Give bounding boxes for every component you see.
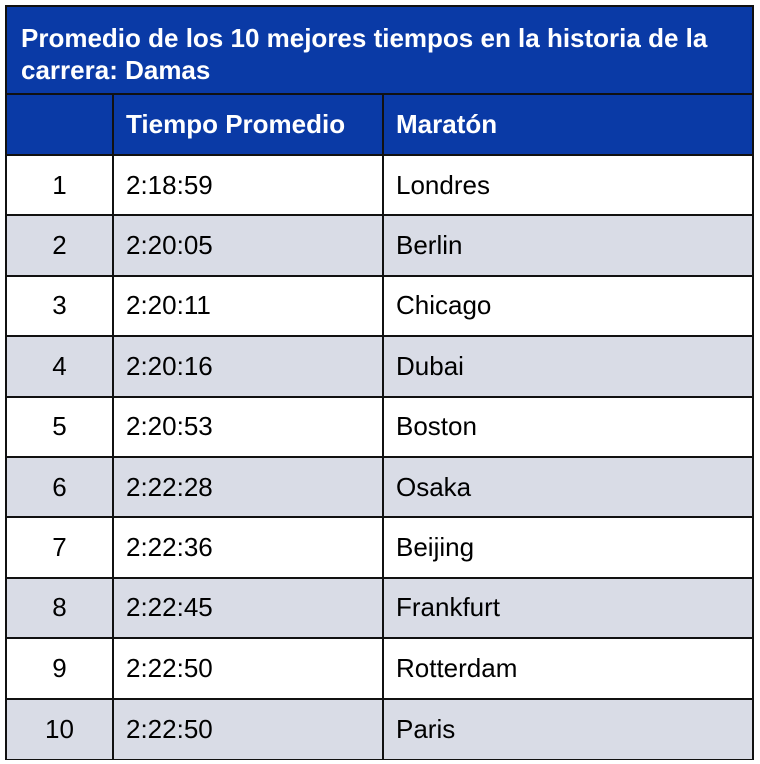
time-cell: 2:22:45 (113, 577, 384, 640)
time-cell: 2:20:16 (113, 336, 384, 398)
time-cell: 2:20:53 (113, 396, 384, 458)
table-row: 5 2:20:53 Boston (7, 396, 752, 458)
results-table: Tiempo Promedio Maratón 1 2:18:59 Londre… (7, 95, 752, 759)
table-row: 4 2:20:16 Dubai (7, 336, 752, 398)
table-row: 9 2:22:50 Rotterdam (7, 638, 752, 700)
time-cell: 2:22:50 (113, 698, 384, 759)
marathon-cell: Paris (383, 698, 752, 759)
header-marathon: Maratón (383, 95, 752, 156)
rank-cell: 8 (7, 577, 114, 640)
rank-cell: 2 (7, 215, 114, 277)
rank-cell: 7 (7, 517, 114, 579)
table-row: 8 2:22:45 Frankfurt (7, 577, 752, 640)
table-row: 3 2:20:11 Chicago (7, 275, 752, 338)
time-cell: 2:20:05 (113, 215, 384, 277)
marathon-cell: Dubai (383, 336, 752, 398)
marathon-cell: Londres (383, 155, 752, 217)
header-rank (7, 95, 114, 156)
header-time: Tiempo Promedio (113, 95, 384, 156)
table-row: 1 2:18:59 Londres (7, 155, 752, 217)
rank-cell: 9 (7, 638, 114, 700)
rank-cell: 6 (7, 456, 114, 519)
table-row: 2 2:20:05 Berlin (7, 215, 752, 277)
table-row: 6 2:22:28 Osaka (7, 456, 752, 519)
marathon-cell: Osaka (383, 456, 752, 519)
rank-cell: 1 (7, 155, 114, 217)
table-row: 10 2:22:50 Paris (7, 698, 752, 759)
rank-cell: 3 (7, 275, 114, 338)
rank-cell: 4 (7, 336, 114, 398)
marathon-cell: Berlin (383, 215, 752, 277)
marathon-cell: Beijing (383, 517, 752, 579)
time-cell: 2:22:28 (113, 456, 384, 519)
results-table-container: Promedio de los 10 mejores tiempos en la… (5, 5, 754, 760)
time-cell: 2:20:11 (113, 275, 384, 338)
rank-cell: 10 (7, 698, 114, 759)
time-cell: 2:18:59 (113, 155, 384, 217)
time-cell: 2:22:36 (113, 517, 384, 579)
table-body: 1 2:18:59 Londres 2 2:20:05 Berlin 3 2:2… (7, 155, 752, 759)
marathon-cell: Rotterdam (383, 638, 752, 700)
marathon-cell: Chicago (383, 275, 752, 338)
header-row: Tiempo Promedio Maratón (7, 95, 752, 156)
marathon-cell: Boston (383, 396, 752, 458)
rank-cell: 5 (7, 396, 114, 458)
time-cell: 2:22:50 (113, 638, 384, 700)
table-row: 7 2:22:36 Beijing (7, 517, 752, 579)
table-title: Promedio de los 10 mejores tiempos en la… (7, 7, 752, 95)
marathon-cell: Frankfurt (383, 577, 752, 640)
